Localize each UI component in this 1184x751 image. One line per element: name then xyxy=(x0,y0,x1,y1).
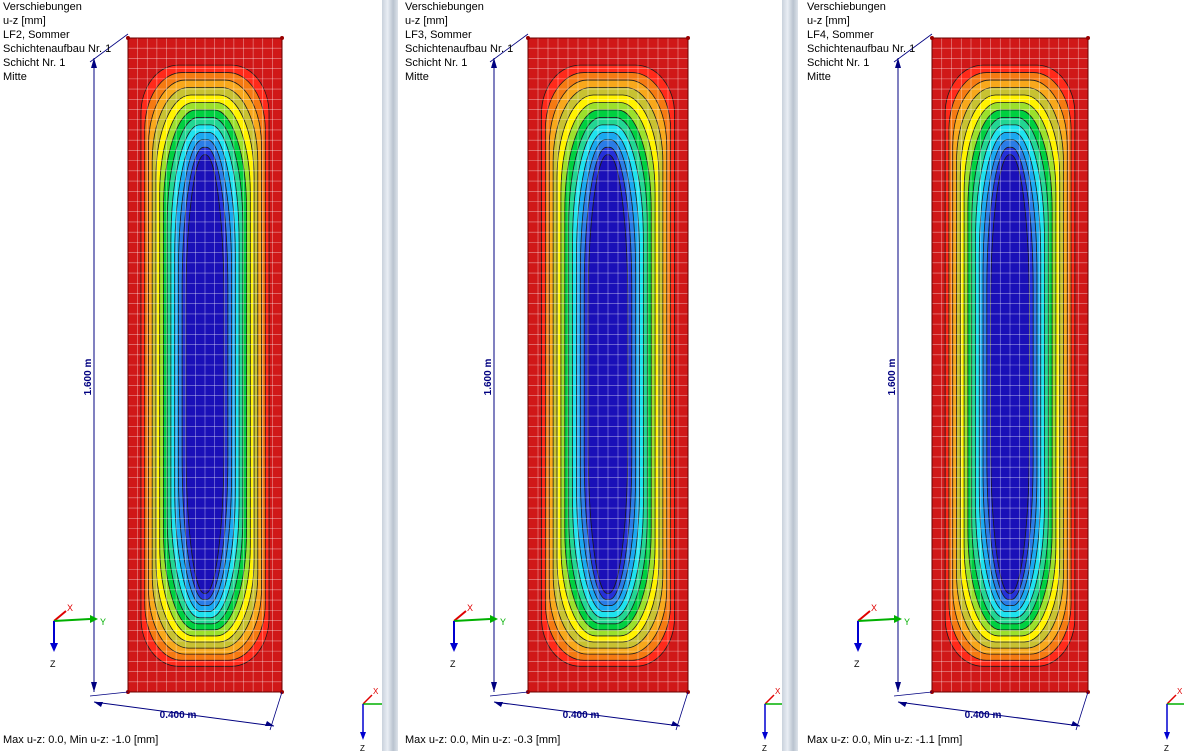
axis-x-label: X xyxy=(871,603,877,613)
arrow-head xyxy=(854,643,862,652)
axis-y-label: Y xyxy=(500,617,506,627)
axis-triad: X Y Z xyxy=(450,603,506,669)
width-dimension-line xyxy=(93,701,275,727)
height-dimension-label: 1.600 m xyxy=(887,359,898,396)
extension-line xyxy=(89,33,129,63)
axis-z-label: Z xyxy=(854,659,860,669)
axis-z-label: Z xyxy=(50,659,56,669)
arrow-head xyxy=(1071,721,1080,726)
fe-mesh xyxy=(528,38,688,692)
max-min-footer: Max u-z: 0.0, Min u-z: -1.1 [mm] xyxy=(807,734,963,746)
node-point xyxy=(686,36,690,40)
arrow-head xyxy=(91,58,97,68)
width-dimension-label: 0.400 m xyxy=(965,710,1002,721)
extension-line xyxy=(489,691,529,697)
arrow-head xyxy=(490,615,498,623)
plate-outline xyxy=(527,37,689,693)
plate xyxy=(526,36,690,694)
arrow-head xyxy=(894,615,902,623)
arrow-head xyxy=(1164,732,1170,740)
arrow-head xyxy=(898,702,907,707)
extension-line xyxy=(1075,691,1089,731)
axis-x-arrow xyxy=(53,610,67,622)
extension-line xyxy=(89,691,129,697)
max-min-footer: Max u-z: 0.0, Min u-z: -1.0 [mm] xyxy=(3,734,159,746)
dimension-lines: 1.600 m 0.400 m xyxy=(483,33,689,731)
plate-outline xyxy=(127,37,283,693)
height-dimension-label: 1.600 m xyxy=(483,359,494,396)
arrow-head xyxy=(265,721,274,726)
width-dimension-line xyxy=(897,701,1081,727)
corner-axis-triad: XZ xyxy=(762,687,782,751)
dimension-lines: 1.600 m 0.400 m xyxy=(83,33,283,731)
fe-mesh xyxy=(128,38,282,692)
arrow-head xyxy=(895,682,901,692)
arrow-head xyxy=(450,643,458,652)
axis-x-arrow xyxy=(362,694,373,705)
axis-x-arrow xyxy=(764,694,775,705)
axis-x-arrow xyxy=(857,610,871,622)
axis-x-label: X xyxy=(67,603,73,613)
arrow-head xyxy=(90,615,98,623)
width-dimension-label: 0.400 m xyxy=(563,710,600,721)
arrow-head xyxy=(491,682,497,692)
axis-y-arrow xyxy=(53,618,91,622)
node-point xyxy=(526,36,530,40)
axis-z-label: Z xyxy=(1164,744,1169,751)
axis-y-arrow xyxy=(857,618,895,622)
arrow-head xyxy=(491,58,497,68)
arrow-head xyxy=(494,702,503,707)
arrow-head xyxy=(360,732,366,740)
corner-axis-triad: XZ xyxy=(360,687,382,751)
node-point xyxy=(930,36,934,40)
axis-x-arrow xyxy=(453,610,467,622)
width-dimension-line xyxy=(493,701,681,727)
max-min-footer: Max u-z: 0.0, Min u-z: -0.3 [mm] xyxy=(405,734,561,746)
axis-triad: X Y Z xyxy=(854,603,910,669)
arrow-head xyxy=(94,702,103,707)
dimension-lines: 1.600 m 0.400 m xyxy=(887,33,1089,731)
plate xyxy=(930,36,1090,694)
panel-splitter[interactable] xyxy=(782,0,798,751)
extension-line xyxy=(893,33,933,63)
axis-x-label: X xyxy=(373,687,379,696)
axis-x-label: X xyxy=(775,687,781,696)
height-dimension-label: 1.600 m xyxy=(83,359,94,396)
axis-z-label: Z xyxy=(360,744,365,751)
plate-outline xyxy=(931,37,1089,693)
extension-line xyxy=(489,33,529,63)
axis-triad: X Y Z xyxy=(50,603,106,669)
width-dimension-label: 0.400 m xyxy=(160,710,197,721)
extension-line xyxy=(269,691,283,731)
arrow-head xyxy=(50,643,58,652)
node-point xyxy=(1086,36,1090,40)
extension-line xyxy=(893,691,933,697)
panel-splitter[interactable] xyxy=(382,0,398,751)
axis-x-label: X xyxy=(1177,687,1183,696)
arrow-head xyxy=(91,682,97,692)
axis-y-label: Y xyxy=(904,617,910,627)
arrow-head xyxy=(895,58,901,68)
axis-z-label: Z xyxy=(762,744,767,751)
plate xyxy=(126,36,284,694)
axis-y-label: Y xyxy=(100,617,106,627)
axis-x-label: X xyxy=(467,603,473,613)
arrow-head xyxy=(762,732,768,740)
corner-axis-triad: XZ xyxy=(1164,687,1184,751)
axis-x-arrow xyxy=(1166,694,1177,705)
node-point xyxy=(126,36,130,40)
fe-mesh xyxy=(932,38,1088,692)
axis-z-label: Z xyxy=(450,659,456,669)
axis-y-arrow xyxy=(453,618,491,622)
arrow-head xyxy=(671,721,680,726)
node-point xyxy=(280,36,284,40)
extension-line xyxy=(675,691,689,731)
